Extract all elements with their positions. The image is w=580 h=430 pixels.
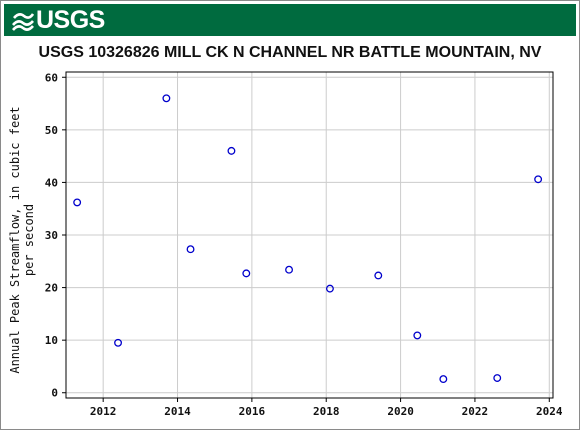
y-tick-label: 30 xyxy=(45,229,58,242)
data-point xyxy=(73,198,82,207)
x-tick-label: 2018 xyxy=(313,405,340,418)
x-tick-label: 2020 xyxy=(387,405,414,418)
y-tick-label: 50 xyxy=(45,124,58,137)
data-point xyxy=(162,94,171,103)
x-tick-label: 2016 xyxy=(239,405,266,418)
y-tick-label: 60 xyxy=(45,71,58,84)
usgs-banner: USGS xyxy=(4,4,576,36)
data-point xyxy=(285,265,294,274)
y-axis-label: Annual Peak Streamflow, in cubic feet pe… xyxy=(8,106,36,373)
data-point xyxy=(186,245,195,254)
x-tick-label: 2024 xyxy=(536,405,563,418)
data-points xyxy=(73,94,543,384)
y-axis-label-line-1: Annual Peak Streamflow, in cubic feet xyxy=(8,106,22,373)
chart-title: USGS 10326826 MILL CK N CHANNEL NR BATTL… xyxy=(38,44,542,61)
y-tick-label: 0 xyxy=(51,387,58,400)
data-point xyxy=(227,146,236,155)
x-tick-label: 2014 xyxy=(164,405,191,418)
axis-ticks: 2012 2014 2016 2018 2020 2022 2024 0 10 20 30 40 50 6… xyxy=(45,71,563,418)
data-point xyxy=(374,271,383,280)
y-tick-label: 20 xyxy=(45,282,58,295)
data-point xyxy=(114,338,122,347)
x-tick-label: 2022 xyxy=(462,405,489,418)
data-point xyxy=(493,374,502,382)
grid-lines xyxy=(66,72,553,398)
data-point xyxy=(413,331,422,340)
usgs-logo-text: USGS xyxy=(36,6,105,34)
y-tick-label: 40 xyxy=(45,176,58,189)
data-point xyxy=(242,269,251,278)
data-point xyxy=(439,375,448,384)
y-axis-label-line-2: per second xyxy=(22,204,36,276)
data-point xyxy=(325,284,334,293)
data-point xyxy=(534,175,543,184)
y-tick-label: 10 xyxy=(45,334,58,347)
x-tick-label: 2012 xyxy=(90,405,117,418)
usgs-logo-icon xyxy=(12,13,34,31)
